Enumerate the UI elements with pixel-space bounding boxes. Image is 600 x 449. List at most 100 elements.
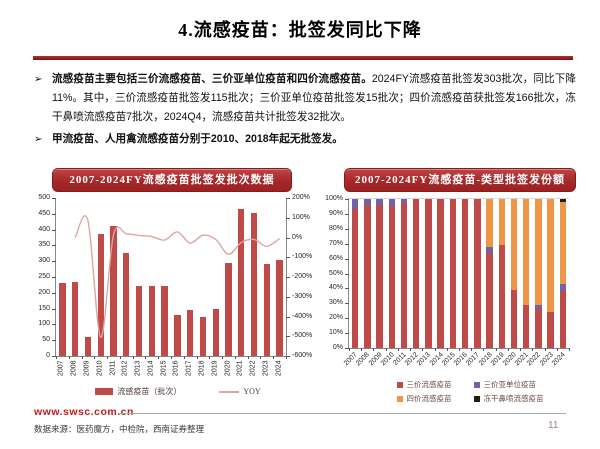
bullet-arrow-icon: ➢	[34, 134, 43, 145]
stacked-bar-segment	[388, 206, 395, 348]
page-number: 11	[548, 420, 559, 431]
x-axis-label: 2017	[185, 360, 193, 377]
x-axis-tick	[361, 348, 363, 351]
y-axis-tick	[345, 318, 349, 320]
stacked-bar-segment	[400, 203, 408, 348]
bullet-1-rest: 2024FY流感疫苗批签发303批次，同比下降11%。其中，三价流感疫苗批签发1…	[52, 73, 576, 123]
x-axis-tick	[397, 348, 399, 351]
y-axis-tick	[52, 229, 56, 231]
x-axis-tick	[119, 356, 121, 359]
y-axis-tick	[345, 288, 349, 290]
x-axis-tick	[68, 356, 70, 359]
x-axis-label: 2010	[96, 360, 104, 377]
bar	[59, 283, 66, 356]
y-axis-tick	[52, 324, 56, 326]
y-axis-tick-label: 0%	[332, 344, 343, 351]
legend-label: 三价亚单位疫苗	[483, 380, 537, 389]
legend-item: 冻干鼻喷流感疫苗	[473, 393, 544, 404]
x-axis-label: 2015	[160, 360, 168, 377]
x-axis-label: 2016	[172, 360, 180, 377]
bullet-item-1: ➢ 流感疫苗主要包括三价流感疫苗、三价亚单位疫苗和四价流感疫苗。2024FY流感…	[34, 70, 576, 127]
bar	[84, 337, 92, 356]
legend-label: 冻干鼻喷流感疫苗	[483, 394, 544, 403]
x-axis-tick	[544, 348, 546, 351]
stacked-bar-segment	[486, 252, 493, 348]
y-axis-tick-label: 40%	[328, 284, 343, 292]
y-axis-tick-label: 100	[38, 320, 50, 328]
x-axis-tick	[260, 356, 262, 359]
y-axis-tick-label: 60%	[328, 254, 343, 262]
secondary-axis-tick	[286, 277, 290, 278]
secondary-axis-tick-label: -500%	[292, 332, 313, 340]
x-axis-tick	[273, 356, 275, 359]
legend-label: 流感疫苗（批次）	[117, 387, 182, 396]
y-axis-tick-label: 20%	[328, 314, 343, 322]
x-axis-tick	[247, 356, 249, 359]
legend-label: 四价流感疫苗	[406, 394, 452, 403]
stacked-bar-segment	[510, 199, 518, 290]
bar	[123, 253, 130, 356]
y-axis-tick-label: 400	[38, 225, 50, 233]
bar	[212, 308, 219, 356]
y-axis-tick	[52, 292, 56, 294]
x-axis-tick	[56, 356, 57, 359]
secondary-axis-tick-label: -400%	[292, 312, 313, 320]
legend-item: 三价亚单位疫苗	[473, 379, 544, 390]
bullet-item-2: ➢ 甲流疫苗、人用禽流感疫苗分别于2010、2018年起无批签发。	[34, 130, 576, 149]
stacked-bar-segment	[510, 289, 518, 348]
secondary-axis-tick	[286, 198, 290, 199]
y-axis-tick-label: 450	[38, 209, 50, 217]
legend-swatch	[473, 395, 480, 402]
y-axis-tick	[345, 303, 349, 305]
y-axis-tick-label: 70%	[328, 239, 343, 247]
y-axis-tick	[345, 258, 349, 260]
y-axis-tick-label: 90%	[328, 209, 343, 217]
stacked-bar-segment	[535, 199, 542, 305]
x-axis-tick	[349, 348, 350, 351]
legend-item: 三价流感疫苗	[396, 379, 452, 390]
legend-line-swatch	[219, 390, 240, 393]
y-axis-tick	[52, 261, 56, 263]
secondary-axis-tick-label: 200%	[292, 194, 310, 201]
stacked-bar-segment	[498, 245, 505, 348]
x-axis-tick	[373, 348, 375, 351]
bullet-text-1: 流感疫苗主要包括三价流感疫苗、三价亚单位疫苗和四价流感疫苗。2024FY流感疫苗…	[52, 70, 576, 127]
x-axis-label: 2009	[83, 360, 91, 377]
x-axis-tick	[132, 356, 134, 359]
stacked-bar-segment	[474, 199, 481, 348]
secondary-axis-tick-label: -600%	[292, 352, 313, 359]
y-axis-tick	[345, 199, 349, 200]
stacked-bar-segment	[486, 199, 493, 247]
secondary-axis-tick	[286, 336, 290, 338]
y-axis-tick	[345, 348, 349, 349]
stacked-bar-segment	[364, 204, 371, 348]
stacked-bar-segment	[547, 199, 554, 313]
bar	[71, 281, 79, 356]
secondary-axis-tick	[286, 316, 290, 318]
stacked-bar-segment	[351, 209, 359, 348]
x-axis-tick	[471, 348, 473, 351]
y-axis-tick	[52, 308, 56, 310]
secondary-axis-tick	[286, 356, 290, 357]
bar	[161, 286, 168, 356]
x-axis-label: 2011	[109, 360, 116, 376]
chart-title-banner: 2007-2024FY流感疫苗-类型批签发份额	[344, 168, 576, 192]
bar	[135, 286, 143, 356]
secondary-axis-tick	[286, 296, 290, 298]
x-axis-label: 2019	[211, 360, 219, 377]
stacked-bar-segment	[535, 304, 542, 310]
x-axis-tick	[171, 356, 172, 359]
bullet-arrow-icon: ➢	[34, 74, 43, 85]
y-axis-tick-label: 100%	[325, 195, 343, 202]
x-axis-tick	[209, 356, 211, 359]
legend-label: YOY	[243, 387, 261, 396]
legend-swatch	[473, 381, 480, 388]
y-axis-tick-label: 50%	[328, 269, 343, 277]
secondary-axis-tick-label: -100%	[292, 253, 313, 261]
y-axis-tick	[52, 356, 56, 357]
y-axis-tick	[345, 333, 349, 335]
chart-panel-type-share: 2007-2024FY流感疫苗-类型批签发份额 0% 10% 20% 30% 40% 50…	[325, 167, 592, 405]
x-axis-tick	[459, 348, 460, 351]
stacked-bar-segment	[461, 199, 469, 348]
x-axis-tick	[385, 348, 387, 351]
